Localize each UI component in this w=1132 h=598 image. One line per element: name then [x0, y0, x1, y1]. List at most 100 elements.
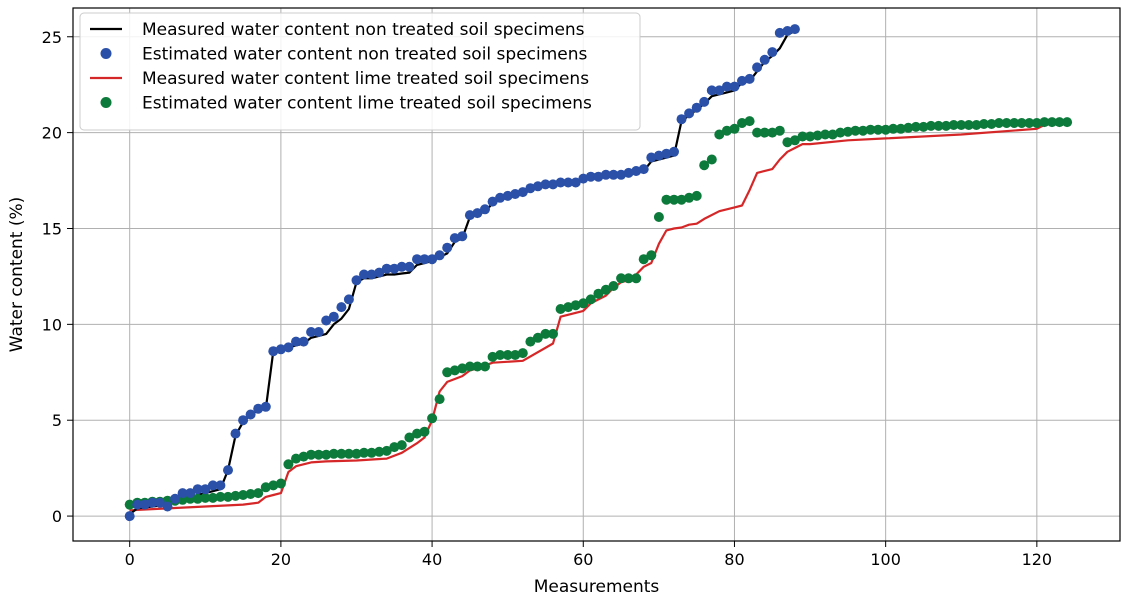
series-3-point — [223, 491, 233, 502]
series-3-point — [782, 137, 793, 148]
series-3-point — [986, 119, 997, 129]
series-3-point — [563, 302, 574, 313]
series-3-point — [623, 273, 634, 284]
series-1-point — [638, 164, 649, 175]
series-3-point — [442, 367, 453, 378]
series-1-point — [706, 85, 717, 96]
series-3-point — [880, 124, 891, 135]
series-3-point — [472, 361, 483, 372]
series-3-point — [306, 449, 317, 460]
series-3-point — [752, 127, 763, 138]
series-3-point — [532, 332, 543, 343]
series-3-point — [805, 131, 816, 142]
series-1-point — [608, 169, 619, 180]
series-3-point — [729, 123, 740, 134]
series-3-point — [676, 194, 687, 205]
series-1-point — [351, 275, 362, 286]
series-3-point — [638, 254, 649, 265]
series-3-point — [396, 440, 407, 451]
series-3-point — [661, 194, 672, 205]
series-3-point — [245, 489, 256, 499]
series-1-point — [412, 254, 422, 265]
series-3-point — [374, 446, 385, 457]
series-1-point — [480, 204, 490, 215]
series-3-point — [321, 449, 332, 460]
series-3-point — [714, 129, 725, 140]
series-1-point — [759, 54, 770, 65]
series-1-point — [389, 263, 400, 274]
series-3-point — [1062, 117, 1073, 128]
series-3-point — [699, 160, 710, 171]
series-1-point — [510, 189, 521, 199]
series-3-point — [850, 125, 861, 136]
series-1-point — [616, 169, 627, 180]
series-1-point — [381, 263, 392, 274]
series-3-point — [888, 123, 899, 134]
series-1-point — [404, 261, 415, 272]
series-1-point — [434, 250, 445, 261]
series-1-point — [275, 344, 286, 355]
series-3-point — [207, 492, 218, 503]
series-3-point — [812, 130, 823, 141]
series-3-point — [291, 453, 301, 464]
series-3-point — [600, 284, 611, 295]
series-3-point — [994, 118, 1004, 128]
legend-label: Estimated water content lime treated soi… — [142, 94, 592, 114]
series-1-point — [782, 26, 793, 36]
series-1-point — [548, 179, 558, 190]
series-3-point — [691, 190, 702, 201]
series-1-point — [464, 210, 475, 221]
series-3-point — [646, 250, 657, 261]
series-1-point — [578, 173, 589, 184]
series-1-point — [691, 102, 702, 113]
series-3-point — [328, 448, 339, 459]
series-3-point — [767, 127, 778, 138]
series-3-point — [434, 394, 445, 405]
axis-ticks: 0 20 40 60 80 100 120 0 5 10 15 20 25 — [42, 28, 1052, 569]
series-3-point — [1039, 117, 1050, 128]
legend-label: Measured water content lime treated soil… — [142, 69, 589, 89]
series-1-point — [419, 254, 430, 265]
legend-box — [79, 12, 641, 131]
series-3-point — [669, 194, 679, 205]
series-3-point — [124, 499, 135, 510]
series-3-point — [495, 350, 506, 360]
series-3-point — [653, 212, 664, 222]
x-tick-label: 40 — [422, 550, 442, 569]
series-1-point — [646, 152, 657, 163]
series-3-point — [933, 120, 944, 131]
series-1-point — [154, 497, 165, 508]
series-1-point — [245, 409, 256, 420]
series-1-point — [442, 242, 453, 253]
series-1-point — [298, 336, 309, 347]
series-1-point — [532, 181, 543, 192]
series-3-point — [215, 491, 226, 502]
series-1-point — [283, 342, 294, 353]
series-3-point — [956, 120, 967, 130]
series-3-point — [570, 300, 581, 311]
series-1-point — [343, 294, 354, 305]
series-1-point — [396, 261, 407, 272]
series-3-point — [797, 131, 808, 142]
series-3-point — [268, 480, 279, 491]
series-1-point — [162, 501, 173, 512]
series-3-point — [502, 350, 513, 360]
series-1-point — [472, 208, 483, 219]
series-1-point — [313, 327, 324, 337]
series-3-point — [1001, 118, 1012, 128]
series-3-point — [820, 129, 831, 140]
series-layer — [124, 24, 1073, 522]
series-3-point — [865, 124, 876, 135]
series-1-point — [260, 401, 271, 412]
series-3-point — [827, 129, 838, 140]
series-3-point — [585, 294, 596, 305]
series-3-point — [548, 328, 558, 339]
series-3-point — [608, 281, 619, 291]
series-3-point — [510, 350, 521, 360]
x-tick-label: 80 — [724, 550, 744, 569]
series-3-point — [978, 119, 989, 129]
series-3-point — [457, 363, 468, 374]
series-1-point — [525, 183, 536, 194]
series-3-point — [706, 154, 717, 165]
series-1-point — [124, 511, 135, 522]
